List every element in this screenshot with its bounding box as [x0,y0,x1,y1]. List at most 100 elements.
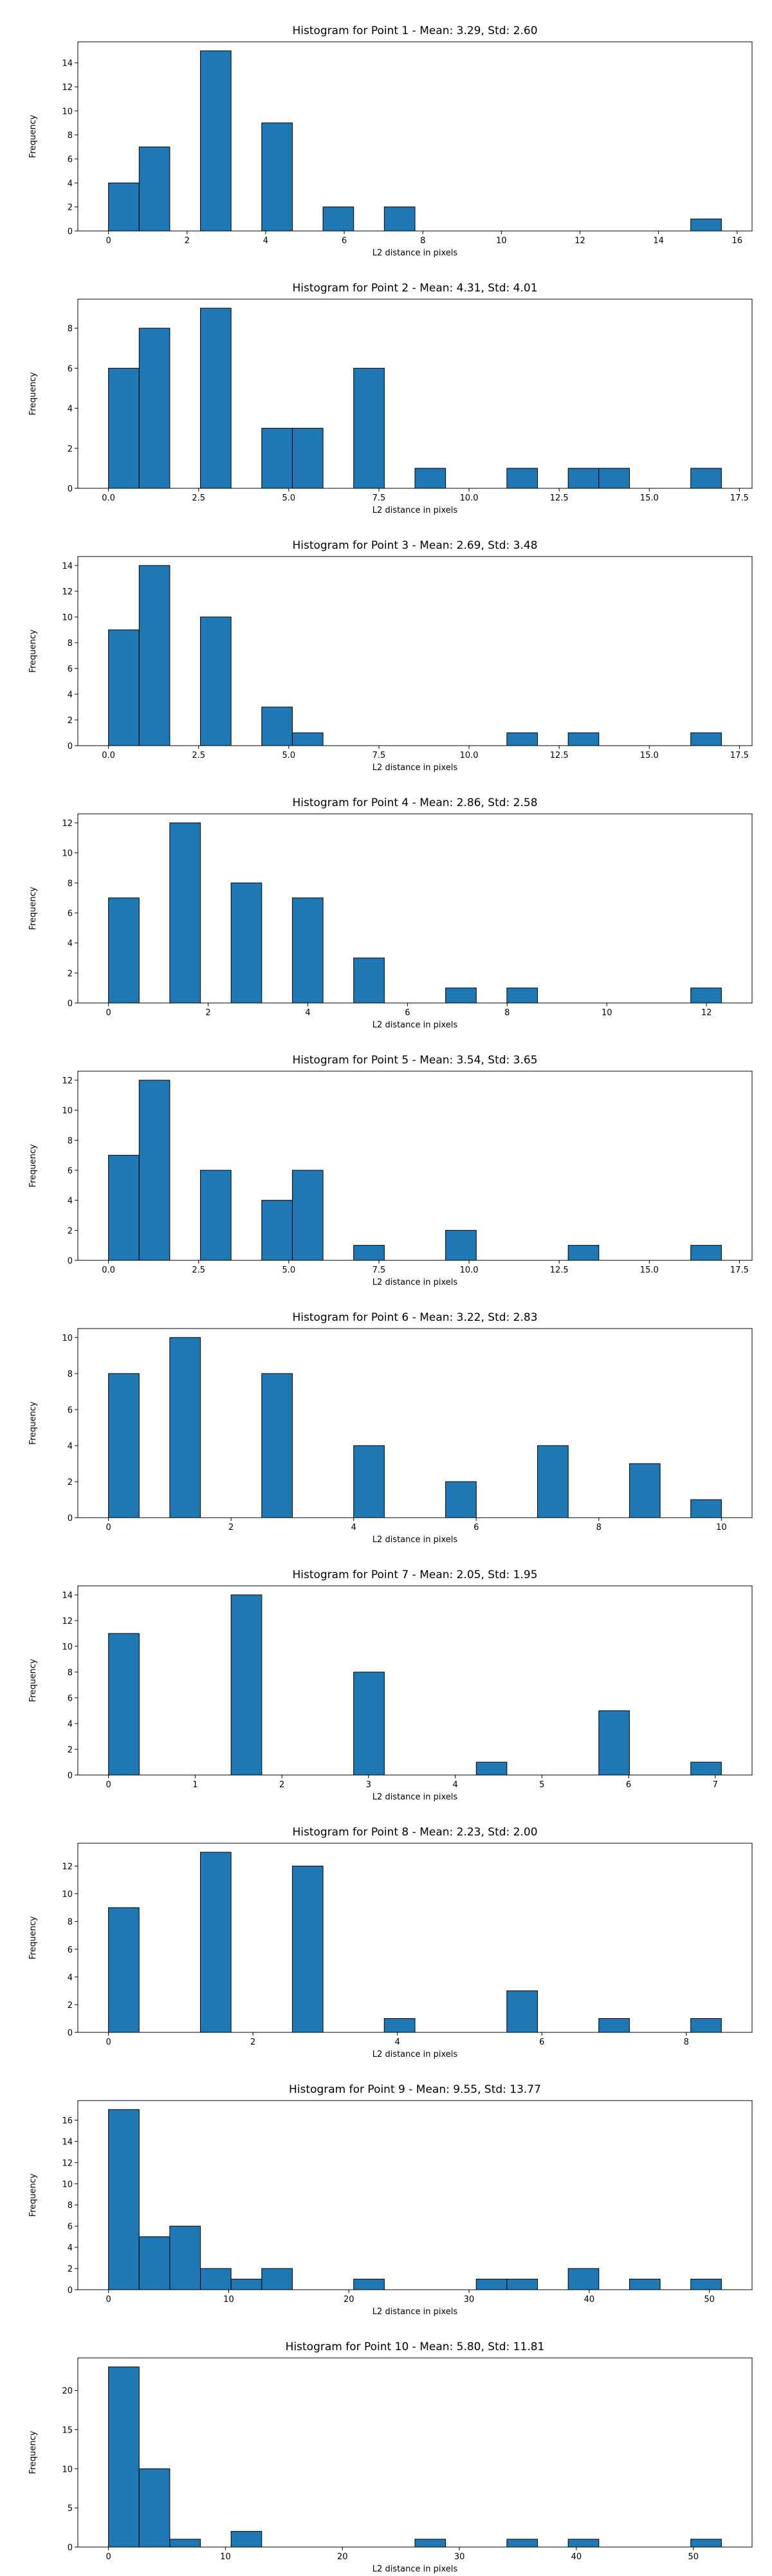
bar [261,706,293,746]
bar [567,2539,600,2548]
x-tick-label: 2 [250,2038,255,2047]
bar [261,428,293,489]
bar [567,1245,600,1261]
chart-title: Histogram for Point 5 - Mean: 3.54, Std:… [292,1054,537,1067]
axes-frame [77,1071,753,1261]
x-tick-label: 16 [732,236,743,246]
x-axis-label: L2 distance in pixels [372,2564,458,2573]
y-axis-label: Frequency [28,1916,38,1959]
x-tick-label: 12.5 [550,751,569,760]
chart-title: Histogram for Point 10 - Mean: 5.80, Std… [286,2341,545,2353]
x-tick-label: 0 [106,2038,111,2047]
bar [690,732,722,746]
y-tick-label: 8 [68,1668,73,1678]
bar [690,1245,722,1261]
y-tick-label: 4 [68,1442,73,1451]
x-tick-label: 0.0 [102,1265,115,1275]
y-tick-label: 0 [68,227,73,237]
x-tick-label: 40 [571,2552,582,2562]
axes-frame [77,2100,753,2290]
y-tick-label: 4 [68,939,73,949]
x-tick-label: 10.0 [460,493,479,503]
bar [353,1445,385,1518]
y-tick-label: 6 [68,1406,73,1415]
bar [108,2366,140,2548]
x-tick-label: 4 [305,1008,310,1018]
y-tick-label: 12 [62,83,73,93]
y-tick-label: 2 [68,1745,73,1755]
bar [506,468,538,489]
y-axis-label: Frequency [28,1401,38,1444]
x-tick-label: 1 [192,1780,198,1790]
bar [138,327,170,489]
y-tick-label: 0 [68,1771,73,1781]
bar [230,882,262,1004]
chart-title: Histogram for Point 6 - Mean: 3.22, Std:… [292,1311,537,1324]
chart-title: Histogram for Point 8 - Mean: 2.23, Std:… [292,1826,537,1839]
y-axis-label: Frequency [28,629,38,672]
x-tick-label: 2.5 [192,493,205,503]
axes-frame [77,813,753,1004]
x-tick-label: 0.0 [102,751,115,760]
x-tick-label: 6 [626,1780,631,1790]
y-tick-label: 6 [68,1946,73,1955]
x-tick-label: 2 [228,1523,234,1532]
subplot: Histogram for Point 8 - Mean: 2.23, Std:… [28,1826,753,2059]
subplot: Histogram for Point 9 - Mean: 9.55, Std:… [28,2083,753,2317]
y-tick-label: 8 [68,324,73,334]
x-axis-label: L2 distance in pixels [372,2050,458,2059]
x-tick-label: 2.5 [192,751,205,760]
y-tick-label: 14 [62,59,73,69]
bar [200,1852,232,2033]
y-tick-label: 6 [68,2222,73,2232]
bar [138,2468,170,2548]
bar [690,1499,722,1518]
bar [414,468,446,489]
bar [690,2539,722,2548]
x-tick-label: 4 [452,1780,457,1790]
y-tick-label: 15 [62,2425,73,2435]
bar [353,957,385,1004]
x-tick-label: 2 [205,1008,210,1018]
bar [261,122,293,232]
x-tick-label: 20 [344,2295,354,2305]
bar [200,616,232,746]
y-tick-label: 8 [68,1370,73,1379]
y-axis-label: Frequency [28,887,38,930]
y-tick-label: 4 [68,1197,73,1206]
x-axis-label: L2 distance in pixels [372,1792,458,1802]
bar [138,565,170,746]
y-tick-label: 20 [62,2387,73,2397]
y-tick-label: 0 [68,2543,73,2553]
x-tick-label: 0.0 [102,493,115,503]
chart-title: Histogram for Point 4 - Mean: 2.86, Std:… [292,796,537,809]
bar [475,2279,508,2290]
bar [230,1594,262,1776]
x-tick-label: 50 [704,2295,715,2305]
x-tick-label: 15.0 [640,751,659,760]
x-tick-label: 6 [405,1008,410,1018]
x-tick-label: 5.0 [282,1265,296,1275]
y-axis-label: Frequency [28,2173,38,2216]
bar [108,1155,140,1261]
bar [322,207,354,232]
y-tick-label: 8 [68,639,73,649]
subplot: Histogram for Point 7 - Mean: 2.05, Std:… [28,1569,753,1802]
y-tick-label: 2 [68,203,73,213]
bar [200,1170,232,1261]
y-tick-label: 8 [68,1918,73,1927]
x-tick-label: 8 [596,1523,602,1532]
y-tick-label: 2 [68,1226,73,1236]
bar [138,1080,170,1261]
x-axis-label: L2 distance in pixels [372,506,458,515]
bar [169,1337,201,1518]
y-tick-label: 2 [68,716,73,726]
y-tick-label: 6 [68,155,73,165]
y-tick-label: 6 [68,364,73,374]
x-tick-label: 5 [539,1780,544,1790]
x-tick-label: 12 [701,1008,712,1018]
x-axis-label: L2 distance in pixels [372,1535,458,1545]
bar [261,2268,293,2290]
x-tick-label: 3 [366,1780,371,1790]
